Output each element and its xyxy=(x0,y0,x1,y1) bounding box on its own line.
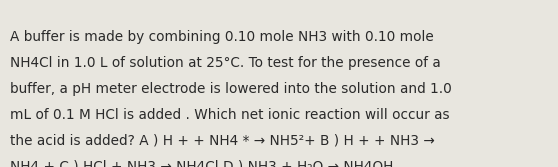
Text: mL of 0.1 M HCl is added . Which net ionic reaction will occur as: mL of 0.1 M HCl is added . Which net ion… xyxy=(10,108,450,122)
Text: NH4Cl in 1.0 L of solution at 25°C. To test for the presence of a: NH4Cl in 1.0 L of solution at 25°C. To t… xyxy=(10,56,441,70)
Text: the acid is added? A ) H + + NH4 * → NH5²+ B ) H + + NH3 →: the acid is added? A ) H + + NH4 * → NH5… xyxy=(10,134,435,148)
Text: buffer, a pH meter electrode is lowered into the solution and 1.0: buffer, a pH meter electrode is lowered … xyxy=(10,82,452,96)
Text: NH4 + C ) HCl + NH3 → NH4Cl D ) NH3 + H₂O → NH4OH: NH4 + C ) HCl + NH3 → NH4Cl D ) NH3 + H₂… xyxy=(10,159,393,167)
Text: A buffer is made by combining 0.10 mole NH3 with 0.10 mole: A buffer is made by combining 0.10 mole … xyxy=(10,30,434,44)
